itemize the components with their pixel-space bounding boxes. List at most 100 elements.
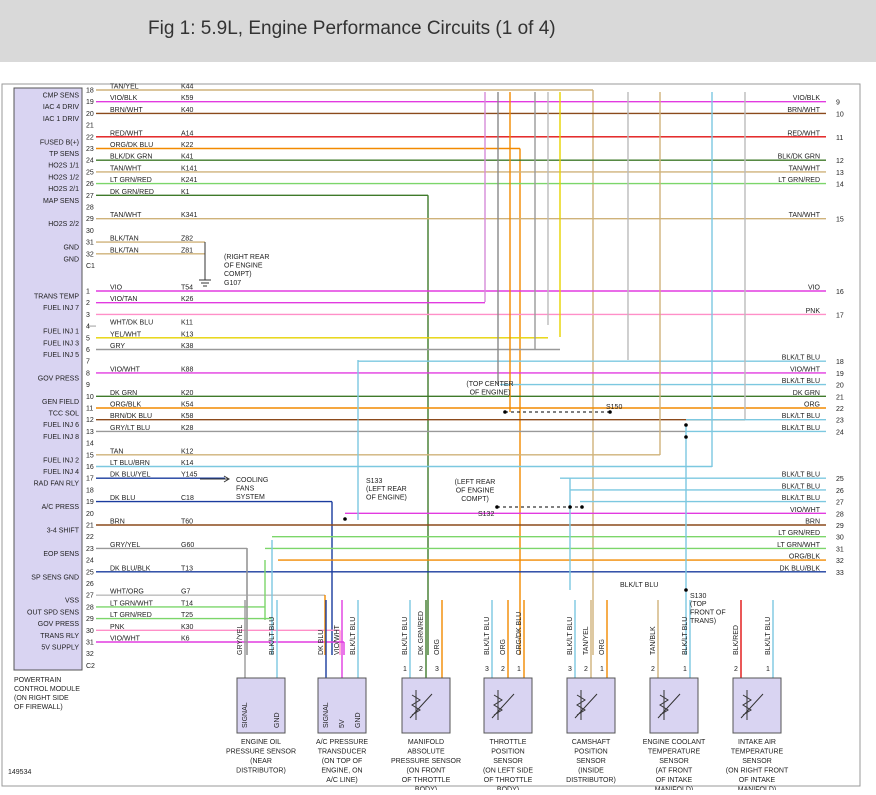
right-wire-label: RED/WHT [787, 130, 820, 137]
splice-dot [343, 517, 347, 521]
annotation: COMPT) [224, 271, 252, 278]
wire-color: TAN [110, 448, 123, 455]
right-wire-label: VIO/WHT [790, 366, 821, 373]
pin-label: GOV PRESS [38, 375, 80, 382]
sensor-element [409, 690, 433, 720]
splice-dot [568, 505, 572, 509]
pin-number: 13 [86, 429, 94, 436]
annotation: INTAKE AIR [738, 739, 776, 746]
annotation: OF ENGINE) [366, 495, 407, 502]
annotation: OF INTAKE [656, 777, 693, 784]
wire-color: VIO [110, 285, 123, 292]
sensor-pin-label: GND [355, 712, 362, 728]
wire-color: DK BLU [110, 495, 135, 502]
annotation: DISTRIBUTOR) [566, 777, 616, 784]
circuit-id: K141 [181, 165, 197, 172]
wire-color: TAN/WHT [110, 212, 142, 219]
sensor-wire-label: GRY/YEL [237, 625, 244, 655]
pin-label: FUEL INJ 1 [43, 329, 79, 336]
annotation: TRANS) [690, 618, 716, 625]
pin-number: 7 [86, 359, 90, 366]
pin-number: 10 [86, 394, 94, 401]
sensor-wire-label: BLK/LT BLU [682, 617, 689, 655]
pin-number: 18 [86, 88, 94, 95]
annotation: G107 [224, 280, 241, 287]
annotation: CAMSHAFT [572, 739, 611, 746]
annotation: (ON LEFT SIDE [483, 768, 533, 775]
circuit-id: Y145 [181, 472, 197, 479]
right-wire-label: BRN/WHT [787, 107, 820, 114]
pin-label: SP SENS GND [31, 574, 79, 581]
wire-color: DK GRN/RED [110, 189, 154, 196]
right-ref-number: 27 [836, 500, 844, 507]
header-bar [0, 0, 876, 62]
circuit-id: K22 [181, 142, 194, 149]
wire-color: BLK/TAN [110, 247, 139, 254]
right-ref-number: 16 [836, 289, 844, 296]
circuit-id: T25 [181, 612, 193, 619]
annotation: A/C LINE) [326, 777, 358, 784]
pin-number: 1 [86, 289, 90, 296]
sensor-wire-label: DK BLU [318, 630, 325, 655]
pin-number: 19 [86, 499, 94, 506]
annotation: SENSOR [742, 758, 772, 765]
circuit-id: K12 [181, 448, 194, 455]
wire-color: ORG/DK BLU [110, 142, 153, 149]
annotation: S130 [690, 593, 706, 600]
wire-color: BRN/WHT [110, 107, 143, 114]
sensor-wire-label: ORG [599, 639, 606, 655]
pin-label: FUEL INJ 3 [43, 340, 79, 347]
splice-dot [608, 410, 612, 414]
wire-color: LT GRN/RED [110, 612, 152, 619]
sensor-wire-label: ORG [500, 639, 507, 655]
wire-color: DK GRN [110, 390, 137, 397]
pin-number: 31 [86, 240, 94, 247]
sensor-pin: 1 [766, 666, 770, 673]
pin-number: 24 [86, 558, 94, 565]
pin-number: 22 [86, 534, 94, 541]
sensor-pin: 2 [734, 666, 738, 673]
sensor-wire-label: DK GRN/RED [418, 611, 425, 655]
sensor-element [574, 690, 598, 720]
wire-color: VIO/TAN [110, 296, 137, 303]
circuit-id: K40 [181, 107, 194, 114]
sensor-pin: 1 [517, 666, 521, 673]
pin-number: 24 [86, 158, 94, 165]
right-ref-number: 28 [836, 511, 844, 518]
sensor-pin: 1 [683, 666, 687, 673]
pin-number: 18 [86, 487, 94, 494]
right-ref-number: 15 [836, 217, 844, 224]
circuit-id: K54 [181, 402, 194, 409]
circuit-id: K38 [181, 343, 194, 350]
pin-label: VSS [65, 598, 79, 605]
circuit-id: K88 [181, 366, 194, 373]
annotation: BODY) [497, 787, 519, 791]
circuit-id: K26 [181, 296, 194, 303]
pin-number: 15 [86, 452, 94, 459]
sensor-box [317, 677, 367, 734]
splice-dot [684, 588, 688, 592]
pin-number: 14 [86, 441, 94, 448]
pin-label: FUEL INJ 4 [43, 469, 79, 476]
pin-number: 28 [86, 205, 94, 212]
right-ref-number: 10 [836, 111, 844, 118]
annotation: (LEFT REAR [366, 486, 407, 493]
circuit-id: K6 [181, 636, 190, 643]
circuit-id: T54 [181, 285, 193, 292]
circuit-id: G60 [181, 542, 194, 549]
pin-label: CMP SENS [43, 93, 80, 100]
sensor-pin: 3 [568, 666, 572, 673]
pin-number: 12 [86, 417, 94, 424]
sensor-box [401, 677, 451, 734]
pin-number: 32 [86, 651, 94, 658]
circuit-id: T13 [181, 565, 193, 572]
title: Fig 1: 5.9L, Engine Performance Circuits… [148, 18, 556, 39]
pin-number: 22 [86, 134, 94, 141]
annotation: COOLING [236, 477, 268, 484]
circuit-id: K11 [181, 320, 193, 327]
right-ref-number: 12 [836, 158, 844, 165]
annotation: OF THROTTLE [402, 777, 451, 784]
wire-color: TAN/YEL [110, 84, 139, 91]
annotation: CONTROL MODULE [14, 686, 80, 693]
sensor-wire-label: BLK/LT BLU [269, 617, 276, 655]
